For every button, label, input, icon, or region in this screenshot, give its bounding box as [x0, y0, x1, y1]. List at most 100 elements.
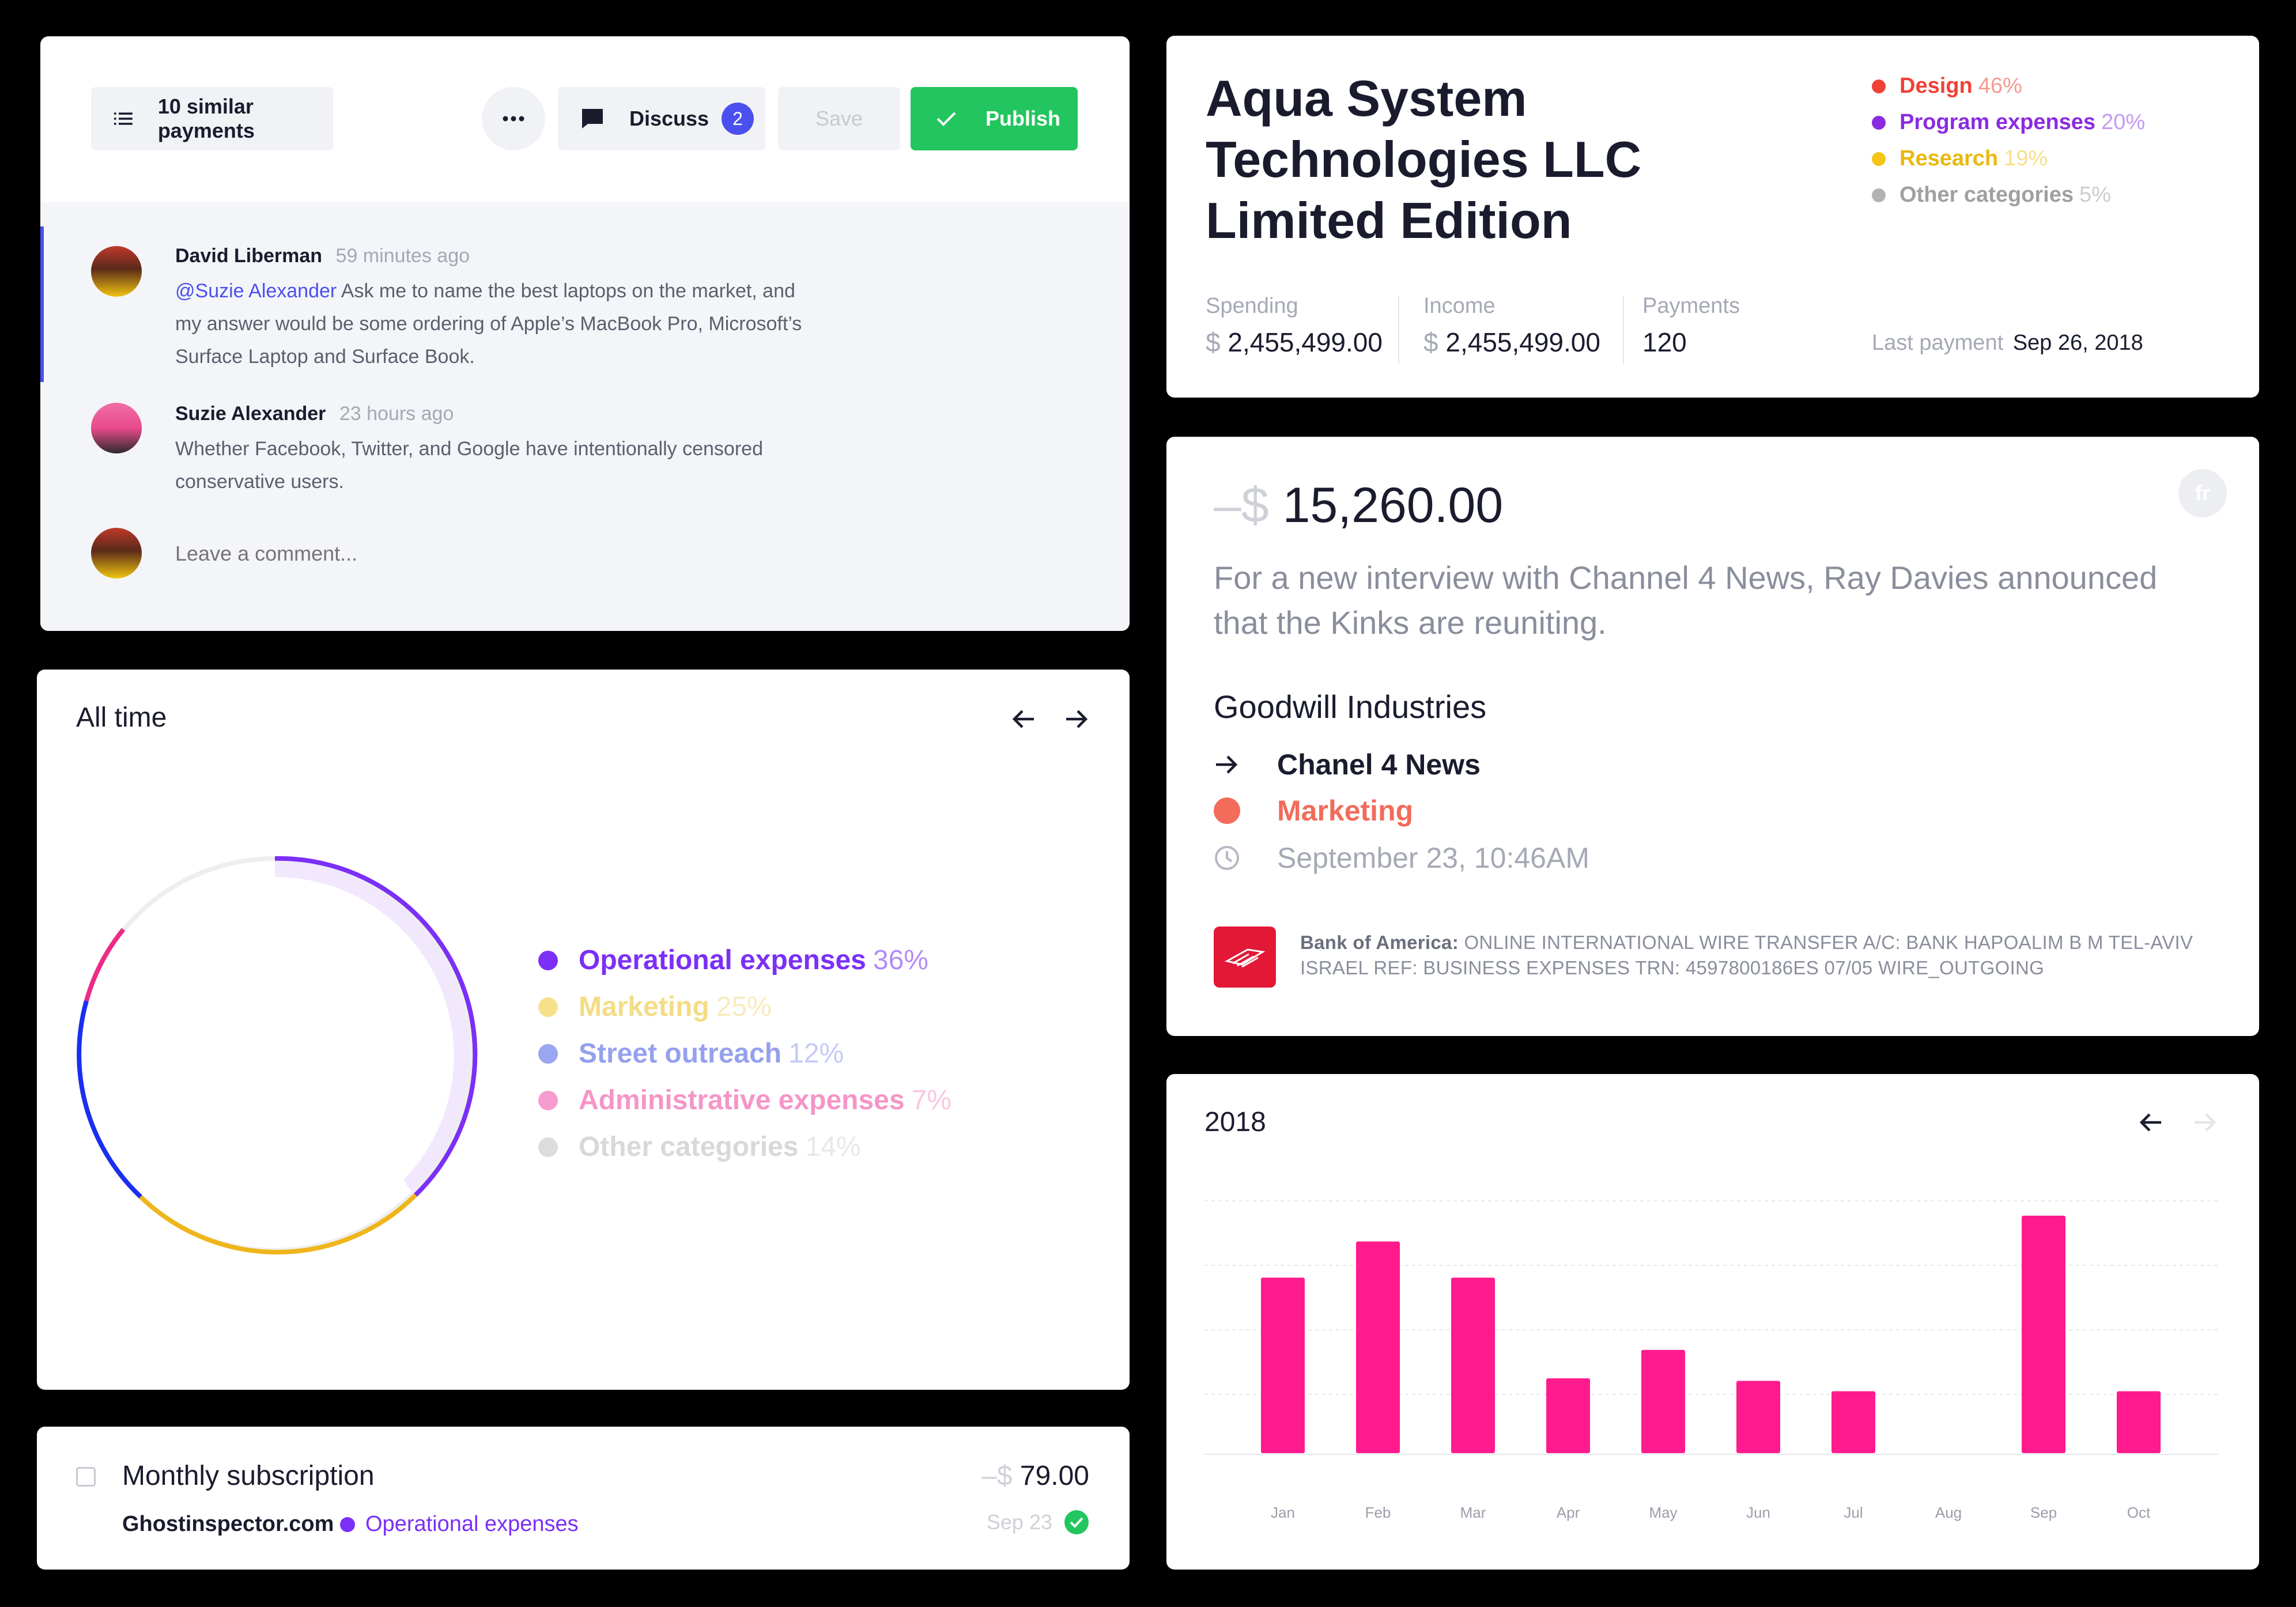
legend-item-other-categories: Other categories 5%	[1872, 177, 2145, 213]
mention-link[interactable]: @Suzie Alexander	[175, 280, 337, 302]
bar-jun[interactable]	[1736, 1381, 1780, 1453]
bar-jul[interactable]	[1831, 1391, 1875, 1453]
donut-segment-administrative	[84, 928, 126, 1002]
comment-header: Suzie Alexander 23 hours ago	[175, 403, 454, 425]
discuss-label: Discuss	[629, 107, 709, 130]
legend-pct: 20%	[2101, 110, 2146, 134]
user-avatar[interactable]: fr	[2178, 469, 2227, 517]
bank-logo	[1214, 927, 1276, 988]
subscription-date-row: Sep 23	[987, 1510, 1089, 1535]
chart-title: 2018	[1204, 1107, 1266, 1137]
comment-author: David Liberman	[175, 245, 323, 267]
similar-payments-button[interactable]: 10 similar payments	[91, 87, 333, 150]
subscription-date: Sep 23	[986, 1510, 1052, 1534]
legend-dot	[538, 997, 558, 1017]
discuss-button[interactable]: Discuss 2	[558, 87, 765, 150]
legend-dot	[538, 1137, 558, 1157]
stat-value: 2,455,499.00	[1228, 327, 1383, 357]
transaction-amount: –$ 15,260.00	[1214, 477, 1503, 534]
x-tick-label: Feb	[1365, 1504, 1391, 1521]
company-card: Aqua System Technologies LLC Limited Edi…	[1166, 36, 2259, 398]
comment-time: 23 hours ago	[339, 403, 454, 425]
stat-value: 2,455,499.00	[1445, 327, 1600, 357]
save-button[interactable]: Save	[778, 87, 900, 150]
next-arrow-icon[interactable]	[1064, 708, 1089, 731]
company-name-line: Technologies LLC	[1206, 131, 1642, 188]
legend-pct: 14%	[805, 1132, 861, 1162]
bar-sep[interactable]	[2022, 1215, 2065, 1453]
legend-pct: 12%	[788, 1038, 844, 1069]
next-arrow-icon[interactable]	[2192, 1111, 2218, 1134]
comment-line: Surface Laptop and Surface Book.	[175, 346, 475, 368]
donut-segment-marketing	[139, 1193, 417, 1255]
comment-header: David Liberman 59 minutes ago	[175, 245, 470, 267]
similar-payments-label: 10 similar payments	[157, 94, 255, 142]
avatar	[91, 246, 142, 297]
datetime-label: September 23, 10:46AM	[1277, 842, 1589, 874]
category-label[interactable]: Marketing	[1277, 795, 1414, 827]
legend-pct: 19%	[2004, 146, 2048, 171]
stat-divider	[1398, 296, 1399, 364]
legend-item-program-expenses: Program expenses 20%	[1872, 104, 2145, 141]
donut-chart	[77, 856, 478, 1255]
x-tick-label: Apr	[1557, 1504, 1580, 1521]
subscription-title: Monthly subscription	[122, 1461, 375, 1491]
category-label[interactable]: Operational expenses	[365, 1512, 579, 1536]
transaction-card: –$ 15,260.00 fr For a new interview with…	[1166, 437, 2259, 1036]
donut-segment-street-outreach	[77, 1000, 142, 1198]
donut-highlight-band	[275, 860, 469, 1192]
comment-input[interactable]	[175, 536, 982, 571]
company-name-line: Aqua System	[1206, 70, 1527, 127]
more-options-button[interactable]	[482, 87, 545, 150]
comments-section: David Liberman 59 minutes ago @Suzie Ale…	[40, 202, 1130, 631]
subscription-amount: –$ 79.00	[981, 1460, 1089, 1492]
subscription-category: Operational expenses	[340, 1512, 579, 1537]
alltime-title: All time	[76, 702, 167, 733]
stat-currency: $	[1206, 327, 1221, 357]
datetime-row: September 23, 10:46AM	[1214, 841, 1589, 875]
legend-dot	[538, 1043, 558, 1064]
bar-mar[interactable]	[1451, 1277, 1495, 1453]
clock-icon	[1215, 846, 1239, 870]
bar-oct[interactable]	[2117, 1391, 2161, 1453]
legend-item-administrative-expenses: Administrative expenses 7%	[538, 1077, 951, 1124]
legend-pct: 5%	[2079, 183, 2111, 207]
legend-item-marketing: Marketing 25%	[538, 984, 951, 1030]
category-dot	[340, 1517, 355, 1532]
comment-text: Ask me to name the best laptops on the m…	[337, 280, 795, 302]
bar-jan[interactable]	[1261, 1277, 1305, 1453]
company-name: Aqua System Technologies LLC Limited Edi…	[1206, 68, 1641, 251]
bank-line: Bank of America: ONLINE INTERNATIONAL WI…	[1300, 930, 2193, 955]
legend-item-street-outreach: Street outreach 12%	[538, 1030, 951, 1077]
last-payment-value: Sep 26, 2018	[2012, 331, 2143, 355]
subscription-checkbox[interactable]	[76, 1467, 96, 1487]
alltime-card: All time Operational expenses 36% Market…	[37, 670, 1130, 1390]
destination-row: Chanel 4 News	[1214, 748, 1481, 781]
comments-card: 10 similar payments Discuss 2 Save Publi…	[40, 36, 1130, 631]
comment-active-indicator	[40, 226, 44, 382]
bar-apr[interactable]	[1546, 1378, 1590, 1453]
stat-value-row: $ 2,455,499.00	[1423, 327, 1600, 358]
stat-value-row: $ 2,455,499.00	[1206, 327, 1383, 358]
stat-divider	[1623, 296, 1624, 364]
publish-button[interactable]: Publish	[911, 87, 1078, 150]
category-legend: Design 46% Program expenses 20% Research…	[1872, 68, 2145, 213]
merchant-name: Goodwill Industries	[1214, 689, 1487, 725]
legend-pct: 25%	[716, 992, 772, 1022]
legend-label: Other categories	[1900, 183, 2074, 207]
bar-feb[interactable]	[1356, 1241, 1400, 1453]
legend-item-operational-expenses: Operational expenses 36%	[538, 937, 951, 984]
more-dots-icon	[503, 116, 524, 122]
legend-item-design: Design 46%	[1872, 68, 2145, 104]
prev-arrow-icon[interactable]	[2138, 1111, 2163, 1134]
prev-arrow-icon[interactable]	[1011, 708, 1036, 731]
stat-label: Income	[1423, 294, 1496, 318]
bar-may[interactable]	[1641, 1349, 1685, 1453]
subscription-merchant: Ghostinspector.com	[122, 1512, 334, 1536]
x-tick-label: Mar	[1460, 1504, 1486, 1521]
legend-label: Marketing	[579, 992, 709, 1022]
legend-label: Design	[1900, 74, 1973, 98]
destination-label[interactable]: Chanel 4 News	[1277, 748, 1481, 781]
legend-label: Other categories	[579, 1132, 799, 1162]
category-row: Marketing	[1214, 794, 1413, 827]
